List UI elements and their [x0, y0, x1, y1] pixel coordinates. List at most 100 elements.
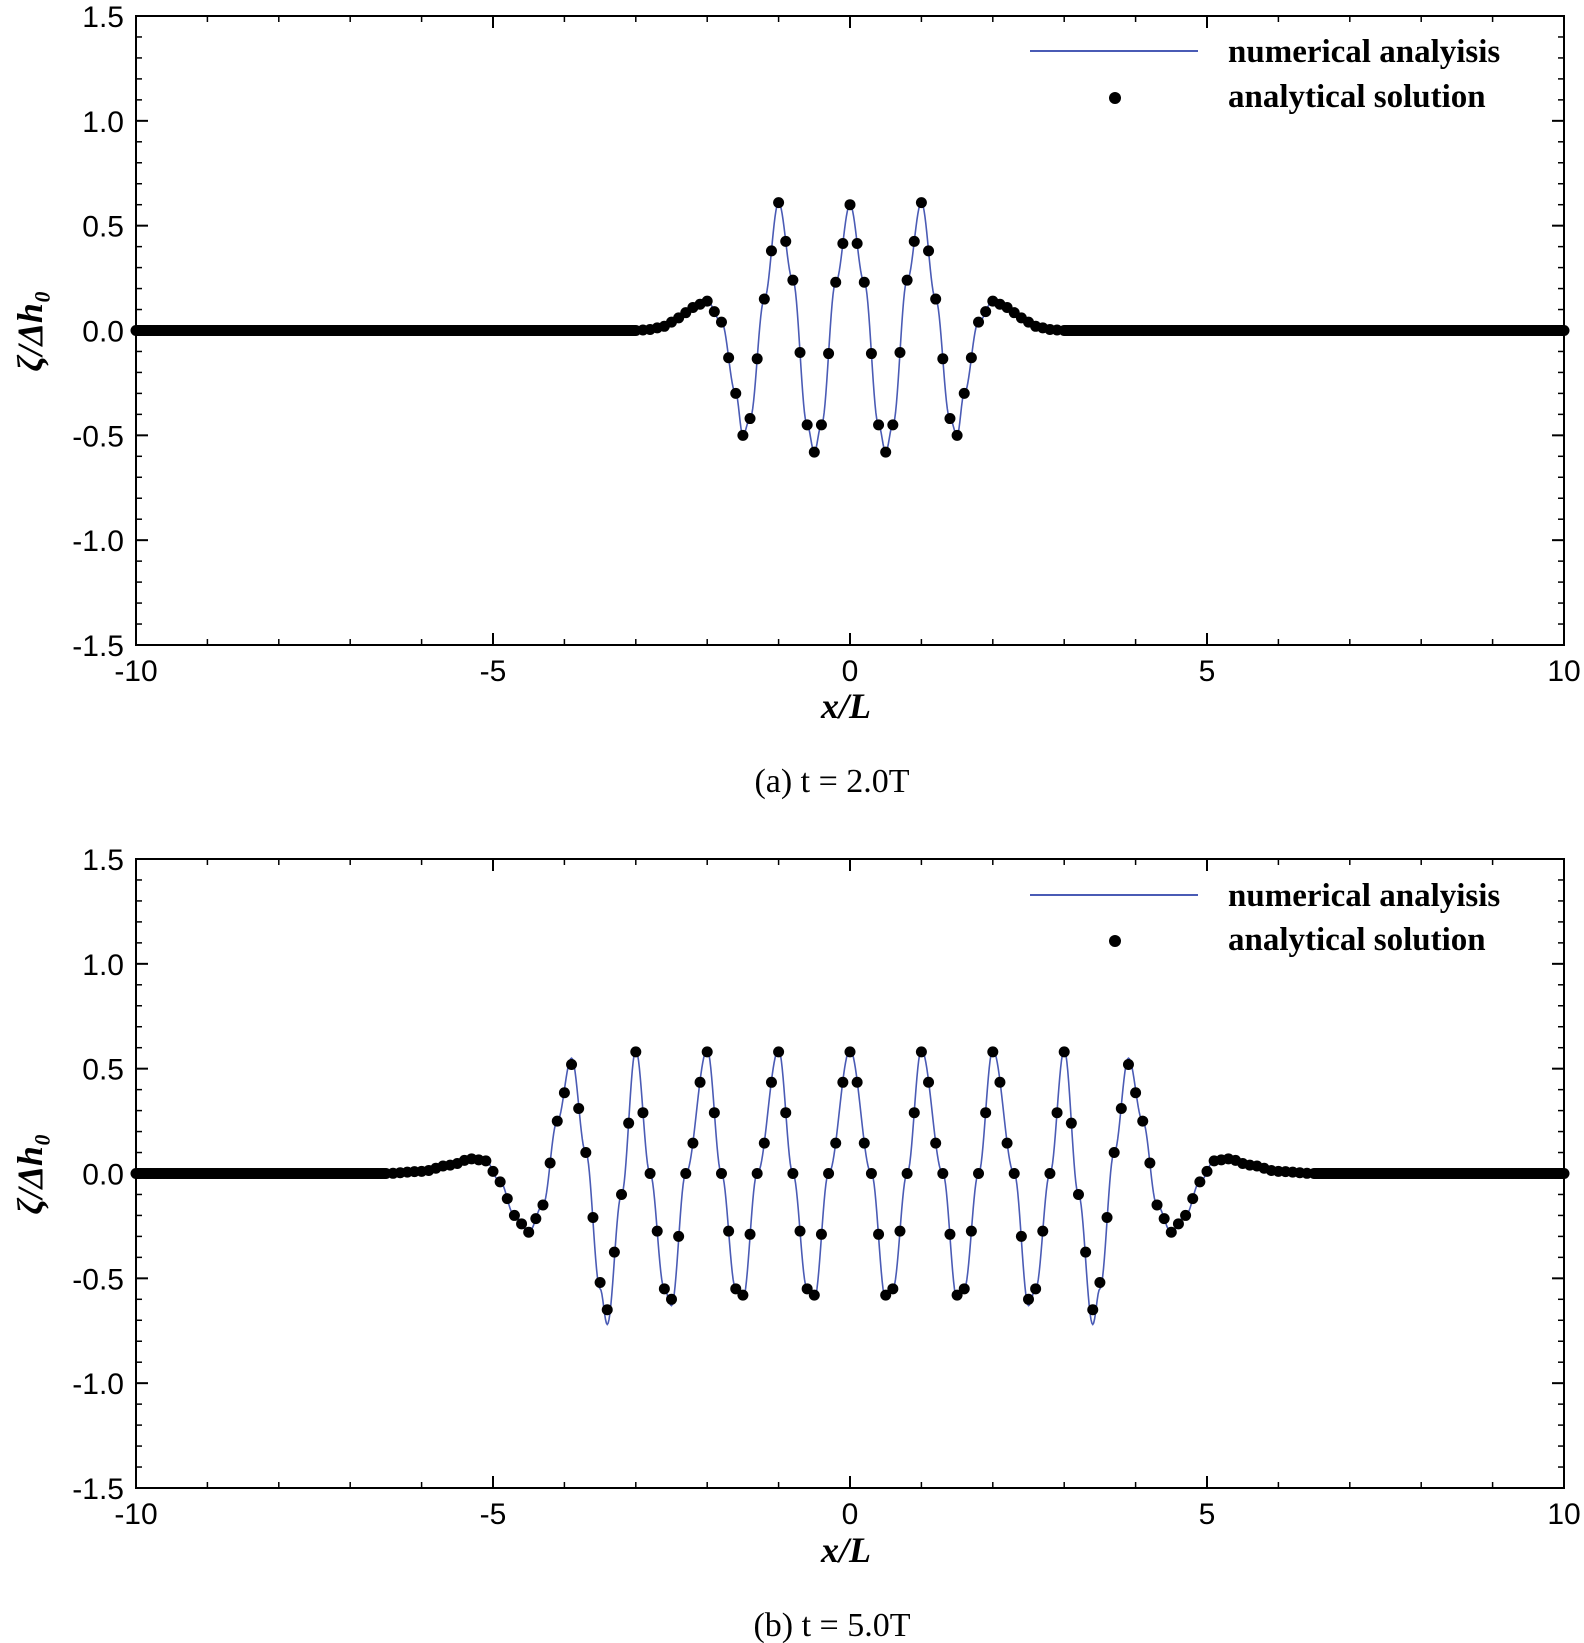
data-point-analytical-solution: [787, 1168, 799, 1179]
data-point-analytical-solution: [751, 353, 763, 365]
x-tick-label: 10: [1547, 655, 1580, 688]
data-point-analytical-solution: [873, 419, 885, 431]
data-point-analytical-solution: [487, 1165, 499, 1177]
data-point-analytical-solution: [694, 1076, 706, 1088]
data-point-analytical-solution: [851, 1076, 863, 1088]
data-point-analytical-solution: [958, 1283, 970, 1295]
y-tick-label: 1.5: [82, 1, 124, 34]
data-point-analytical-solution: [773, 1046, 785, 1058]
data-point-analytical-solution: [723, 352, 735, 364]
y-axis-title: ζ/Δh₀: [10, 1133, 50, 1214]
data-point-analytical-solution: [837, 1076, 849, 1088]
y-axis-title: ζ/Δh₀: [10, 290, 50, 371]
data-point-analytical-solution: [530, 1213, 542, 1225]
data-point-analytical-solution: [780, 1107, 792, 1119]
y-tick-label: -1.0: [72, 1368, 124, 1401]
plot-area: [130, 1046, 1570, 1326]
data-point-analytical-solution: [830, 1137, 842, 1149]
data-point-analytical-solution: [973, 316, 985, 328]
data-point-analytical-solution: [623, 1117, 635, 1129]
y-tick-label: -1.5: [72, 630, 124, 663]
data-point-analytical-solution: [516, 1218, 528, 1230]
data-point-analytical-solution: [844, 1046, 856, 1058]
data-point-analytical-solution: [823, 1168, 835, 1179]
data-point-analytical-solution: [1044, 1168, 1056, 1179]
data-point-analytical-solution: [1087, 1304, 1099, 1316]
data-point-analytical-solution: [1094, 1277, 1106, 1289]
data-point-analytical-solution: [958, 387, 970, 399]
data-point-analytical-solution: [687, 1137, 699, 1149]
data-point-analytical-solution: [608, 1246, 620, 1258]
data-point-analytical-solution: [701, 295, 713, 307]
data-point-analytical-solution: [808, 446, 820, 458]
data-point-analytical-solution: [637, 1107, 649, 1119]
data-point-analytical-solution: [1151, 1199, 1163, 1211]
data-point-analytical-solution: [1080, 1246, 1092, 1258]
data-point-analytical-solution: [994, 1076, 1006, 1088]
data-point-analytical-solution: [1194, 1176, 1206, 1188]
legend-label-numerical: numerical analyisis: [1228, 878, 1500, 914]
x-tick-label: -5: [480, 1498, 507, 1531]
y-tick-label: 1.0: [82, 106, 124, 139]
y-tick-label: -0.5: [72, 420, 124, 453]
data-point-analytical-solution: [1158, 1213, 1170, 1225]
data-point-analytical-solution: [830, 276, 842, 288]
y-tick-label: -1.0: [72, 525, 124, 558]
x-tick-label: 0: [842, 655, 859, 688]
y-tick-label: 0.5: [82, 211, 124, 244]
data-point-analytical-solution: [751, 1168, 763, 1179]
data-point-analytical-solution: [965, 1225, 977, 1237]
data-point-analytical-solution: [715, 316, 727, 328]
data-point-analytical-solution: [1065, 1117, 1077, 1129]
data-point-analytical-solution: [1130, 1087, 1142, 1099]
data-point-analytical-solution: [894, 347, 906, 359]
data-point-analytical-solution: [1180, 1209, 1192, 1221]
plot-area: [130, 197, 1570, 458]
data-point-analytical-solution: [594, 1277, 606, 1289]
data-point-analytical-solution: [901, 274, 913, 286]
data-point-analytical-solution: [1137, 1115, 1149, 1127]
x-tick-label: -5: [480, 655, 507, 688]
legend-label-analytical: analytical solution: [1228, 922, 1486, 958]
data-point-analytical-solution: [480, 1155, 492, 1167]
data-point-analytical-solution: [858, 276, 870, 288]
data-point-analytical-solution: [980, 1107, 992, 1119]
data-point-analytical-solution: [1023, 1293, 1034, 1305]
data-point-analytical-solution: [730, 387, 742, 399]
x-tick-label: 10: [1547, 1498, 1580, 1531]
data-point-analytical-solution: [1008, 1168, 1020, 1179]
data-point-analytical-solution: [837, 237, 849, 249]
legend-marker-swatch: [1109, 935, 1121, 947]
data-point-analytical-solution: [580, 1147, 592, 1159]
data-point-analytical-solution: [658, 1283, 670, 1295]
data-point-analytical-solution: [765, 1076, 777, 1088]
data-point-analytical-solution: [644, 1168, 656, 1179]
data-point-analytical-solution: [908, 235, 920, 247]
data-point-analytical-solution: [537, 1199, 549, 1211]
data-point-analytical-solution: [708, 306, 720, 318]
data-point-analytical-solution: [1122, 1058, 1134, 1070]
data-point-analytical-solution: [1101, 1212, 1113, 1224]
data-point-analytical-solution: [1201, 1165, 1213, 1177]
data-point-analytical-solution: [794, 347, 806, 359]
data-point-analytical-solution: [865, 1168, 877, 1179]
y-tick-label: 0.0: [82, 316, 124, 349]
data-point-analytical-solution: [501, 1193, 513, 1205]
axes: -10 -5 0 5 10 -1.5 -1.0 -0.5 0.0 0.5 1.0 1.5: [72, 844, 1580, 1531]
data-point-analytical-solution: [780, 235, 792, 247]
data-point-analytical-solution: [630, 1046, 642, 1058]
data-point-analytical-solution: [930, 293, 942, 305]
data-point-analytical-solution: [815, 1228, 827, 1240]
y-tick-label: 1.5: [82, 844, 124, 877]
data-point-analytical-solution: [973, 1168, 985, 1179]
data-point-analytical-solution: [558, 1087, 570, 1099]
data-point-analytical-solution: [765, 245, 777, 257]
data-point-analytical-solution: [587, 1212, 599, 1224]
caption-b: (b) t = 5.0T: [753, 1607, 910, 1643]
data-point-analytical-solution: [730, 1283, 742, 1295]
data-point-analytical-solution: [573, 1103, 585, 1114]
data-point-analytical-solution: [1187, 1193, 1199, 1205]
data-point-analytical-solution: [715, 1168, 727, 1179]
data-point-analytical-solution: [951, 429, 963, 441]
data-point-analytical-solution: [1058, 1046, 1070, 1058]
